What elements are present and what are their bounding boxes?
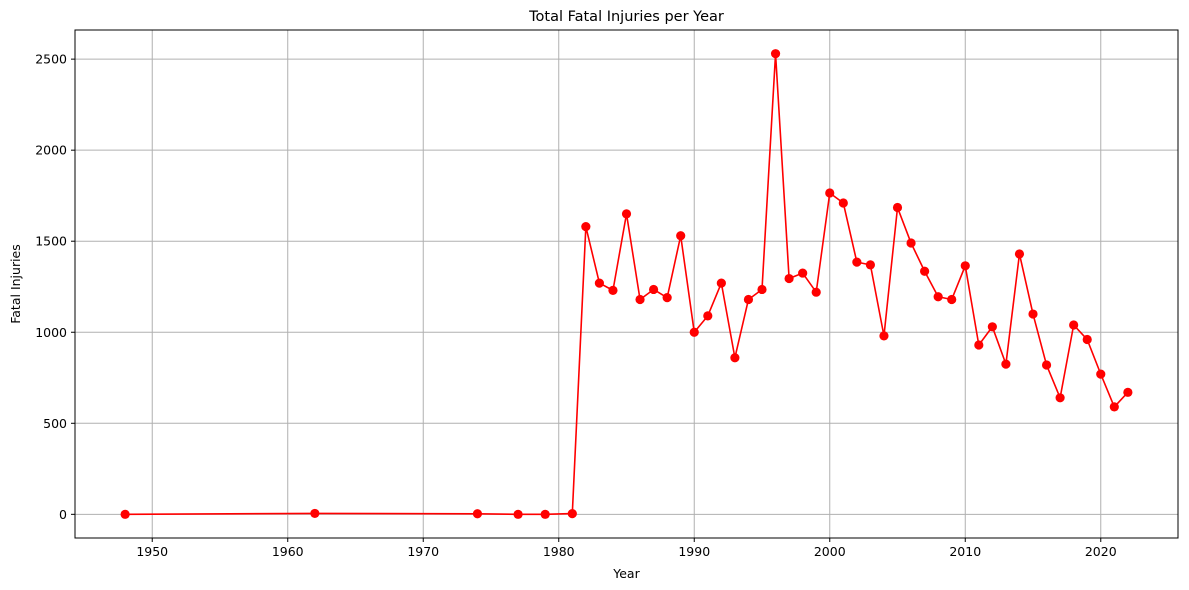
x-tick-label: 2000 [814, 544, 846, 559]
x-tick-label: 2010 [949, 544, 981, 559]
data-point [1123, 387, 1133, 397]
x-tick-label: 1970 [407, 544, 439, 559]
data-point [933, 292, 943, 302]
data-point [784, 273, 794, 284]
data-point [730, 353, 740, 363]
data-point [635, 294, 645, 305]
data-point [1041, 360, 1052, 370]
data-point [621, 209, 632, 219]
axis-ticks: 1950 1960 1970 1980 1990 2000 2010 2020 0 500 1000… [35, 52, 1117, 559]
series-layer [120, 49, 1133, 519]
x-tick-label: 1980 [543, 544, 575, 559]
data-point [540, 509, 550, 519]
data-point [757, 284, 767, 295]
data-point [649, 284, 659, 295]
data-point [581, 222, 591, 232]
data-point [472, 509, 483, 519]
data-point [1014, 249, 1025, 259]
data-point [798, 268, 808, 278]
series-line [125, 52, 1129, 516]
data-point [838, 198, 848, 208]
x-tick-label: 2020 [1085, 544, 1117, 559]
data-point [770, 49, 781, 59]
data-point [1096, 369, 1106, 379]
x-tick-label: 1960 [272, 544, 304, 559]
data-point [947, 294, 957, 305]
data-point [594, 278, 604, 288]
data-point [703, 311, 713, 321]
data-point [567, 509, 577, 519]
data-point [743, 294, 754, 305]
data-point [865, 260, 876, 270]
data-point [852, 257, 862, 267]
data-point [987, 322, 997, 332]
plot-frame [74, 29, 1179, 539]
data-point [1028, 309, 1038, 319]
data-point [1109, 402, 1119, 412]
data-point [906, 238, 916, 248]
data-point [879, 331, 889, 341]
data-point [608, 285, 618, 295]
y-axis-label: Fatal Injuries [8, 244, 23, 324]
data-point [716, 278, 726, 288]
data-point [1055, 393, 1065, 403]
x-tick-label: 1950 [136, 544, 168, 559]
y-tick-label: 1500 [35, 234, 67, 249]
data-point [676, 231, 686, 241]
data-point [892, 202, 903, 213]
y-tick-label: 500 [43, 416, 67, 431]
data-point [662, 293, 672, 303]
data-point [960, 261, 970, 271]
y-tick-label: 2500 [35, 52, 67, 67]
data-point [310, 508, 320, 519]
data-point [825, 188, 835, 198]
y-tick-label: 1000 [35, 325, 67, 340]
data-point [513, 509, 523, 519]
y-tick-label: 0 [59, 507, 67, 522]
data-point [1069, 320, 1079, 330]
x-tick-label: 1990 [678, 544, 710, 559]
x-axis-label: Year [612, 566, 640, 581]
y-tick-label: 2000 [35, 143, 67, 158]
data-point [1082, 334, 1092, 345]
chart-title: Total Fatal Injuries per Year [528, 9, 724, 25]
data-point [120, 509, 130, 519]
data-point [689, 327, 699, 337]
data-point [920, 266, 930, 276]
data-point [974, 340, 984, 350]
grid [75, 30, 1178, 538]
data-point [811, 287, 821, 297]
data-point [1001, 359, 1011, 369]
